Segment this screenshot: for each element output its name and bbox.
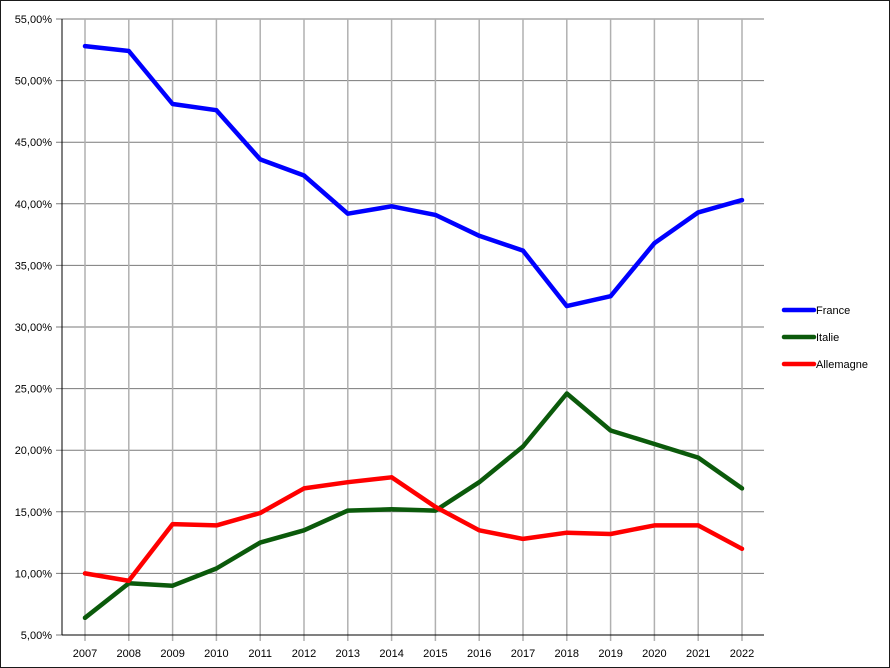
data-point-france (477, 233, 482, 238)
data-point-france (521, 248, 525, 253)
x-tick-label: 2012 (292, 648, 316, 660)
data-point-france (126, 49, 131, 54)
x-tick-label: 2007 (73, 648, 97, 660)
legend-label-italie: Italie (816, 332, 839, 344)
y-tick-label: 20,00% (15, 445, 53, 457)
data-point-italie (389, 507, 394, 512)
data-point-france (696, 210, 701, 215)
x-tick-label: 2022 (730, 648, 754, 660)
legend: France Italie Allemagne (781, 305, 868, 371)
axes (61, 19, 764, 636)
data-point-france (740, 198, 744, 203)
data-point-italie (564, 391, 569, 396)
data-point-allemagne (696, 523, 701, 528)
data-point-allemagne (477, 528, 482, 533)
y-tick-label: 50,00% (15, 76, 53, 88)
x-tick-label: 2017 (511, 648, 535, 660)
y-tick-label: 30,00% (15, 322, 53, 334)
data-point-italie (258, 540, 263, 545)
x-tick-label: 2021 (686, 648, 710, 660)
data-point-italie (302, 528, 306, 533)
y-tick-label: 55,00% (15, 14, 53, 26)
x-tick-labels: 2007 2008 2009 2010 2011 2012 2013 2014 2015 2016… (73, 648, 754, 660)
x-tick-label: 2016 (467, 648, 491, 660)
data-point-allemagne (302, 486, 306, 491)
data-point-france (83, 44, 87, 49)
x-tick-label: 2013 (336, 648, 360, 660)
y-tick-label: 35,00% (15, 260, 53, 272)
data-point-italie (83, 615, 87, 620)
y-tick-label: 5,00% (21, 630, 52, 642)
y-tick-label: 10,00% (15, 568, 53, 580)
data-point-france (608, 294, 613, 299)
data-point-italie (652, 442, 657, 447)
data-point-france (652, 241, 657, 246)
data-point-allemagne (214, 523, 219, 528)
data-point-france (170, 102, 175, 107)
data-point-allemagne (652, 523, 657, 528)
data-point-france (345, 211, 350, 216)
y-tick-label: 45,00% (15, 137, 53, 149)
vertical-gridlines (84, 19, 743, 641)
x-tick-label: 2019 (598, 648, 622, 660)
data-point-france (433, 212, 438, 217)
y-tick-label: 40,00% (15, 199, 53, 211)
data-point-allemagne (345, 480, 350, 485)
data-point-italie (740, 486, 744, 491)
data-point-allemagne (740, 546, 744, 551)
data-point-allemagne (258, 511, 263, 516)
data-point-france (302, 173, 306, 178)
legend-label-allemagne: Allemagne (816, 359, 868, 371)
y-tick-label: 25,00% (15, 384, 53, 396)
data-point-allemagne (521, 536, 525, 541)
data-point-allemagne (126, 578, 131, 583)
x-tick-label: 2009 (160, 648, 184, 660)
series-line-france (82, 43, 745, 309)
data-point-italie (521, 444, 525, 449)
data-point-france (214, 108, 219, 113)
data-point-france (564, 304, 569, 309)
x-tick-label: 2014 (379, 648, 403, 660)
y-tick-label: 15,00% (15, 507, 53, 519)
data-point-allemagne (83, 571, 87, 576)
data-point-italie (608, 428, 613, 433)
data-point-allemagne (389, 475, 394, 480)
y-tick-labels: 5,00% 10,00% 15,00% 20,00% 25,00% 30,00% 35,00… (15, 14, 53, 642)
x-tick-label: 2020 (642, 648, 666, 660)
x-tick-label: 2010 (204, 648, 228, 660)
data-point-allemagne (433, 504, 438, 509)
x-tick-label: 2015 (423, 648, 447, 660)
x-tick-label: 2011 (248, 648, 272, 660)
data-point-italie (170, 583, 175, 588)
data-point-italie (696, 455, 701, 460)
series-line-italie (82, 391, 745, 621)
x-tick-label: 2008 (117, 648, 141, 660)
data-point-france (389, 204, 394, 209)
series-lines (82, 43, 745, 621)
series-line-allemagne (82, 475, 745, 584)
x-tick-label: 2018 (555, 648, 579, 660)
legend-label-france: France (816, 305, 850, 317)
data-point-italie (214, 566, 219, 571)
data-point-italie (345, 508, 350, 513)
data-point-allemagne (564, 530, 569, 535)
data-point-france (258, 157, 263, 162)
data-point-allemagne (608, 531, 613, 536)
data-point-italie (477, 480, 482, 485)
data-point-allemagne (170, 522, 175, 527)
